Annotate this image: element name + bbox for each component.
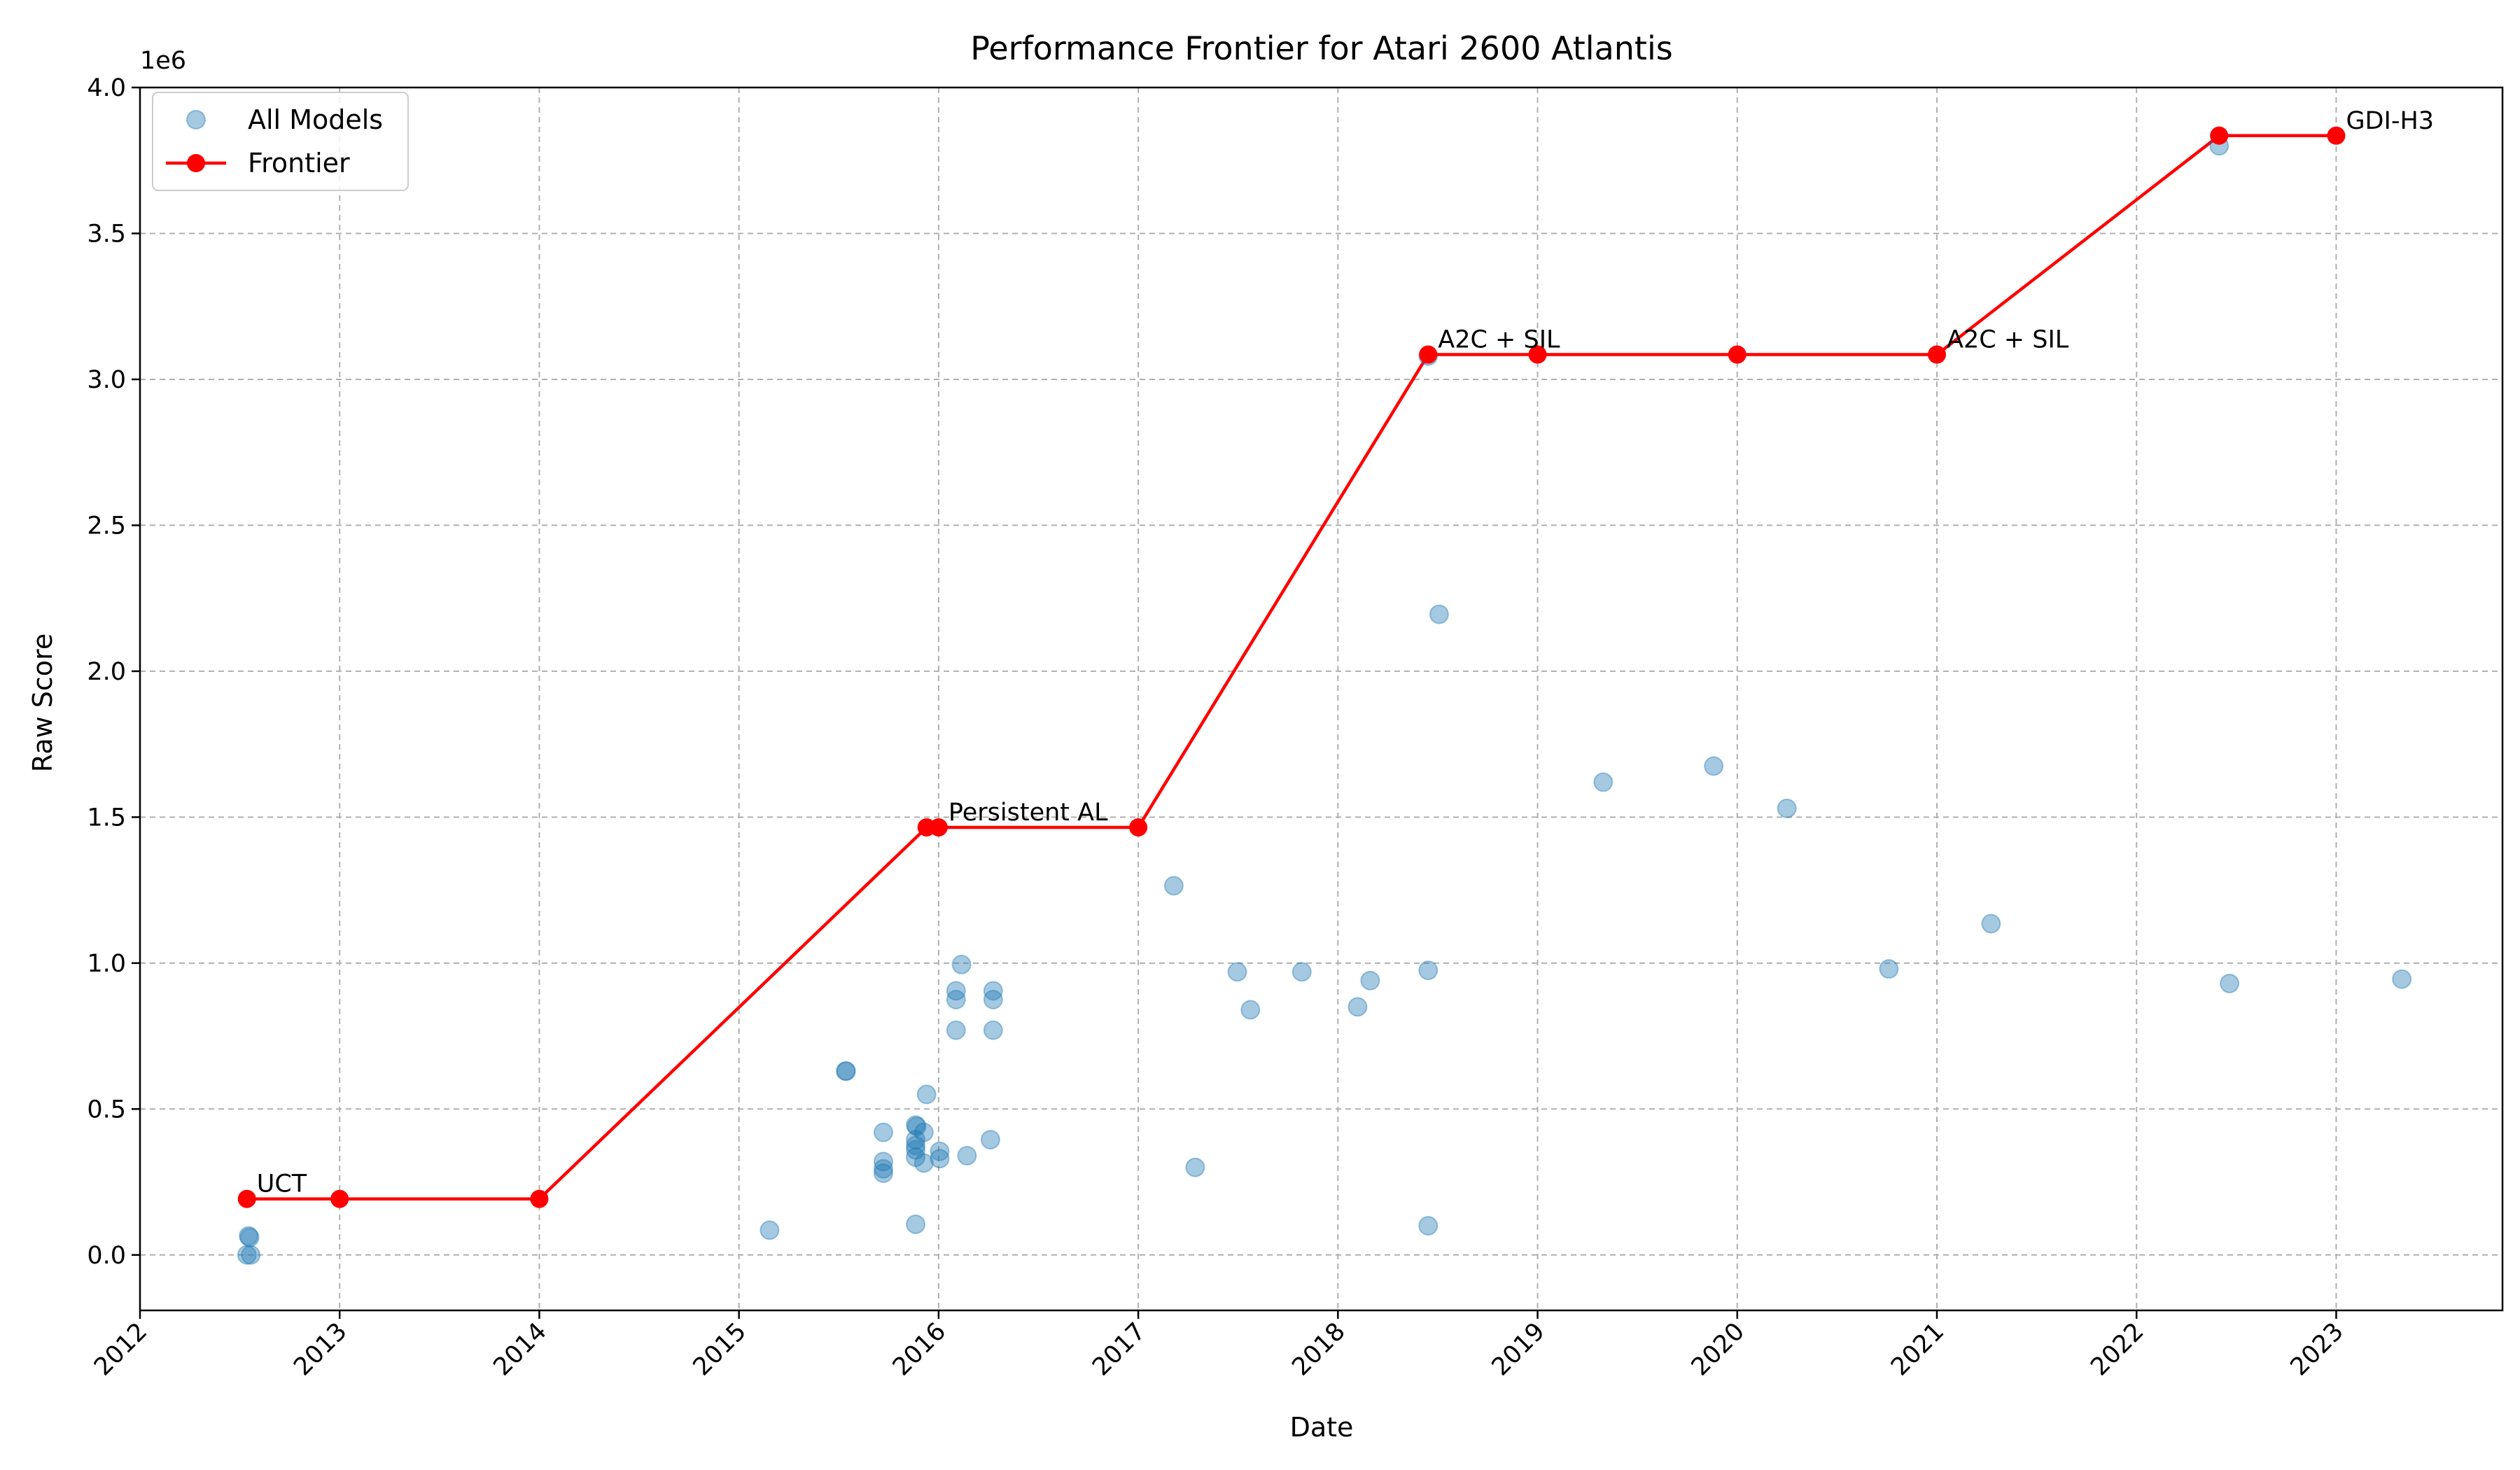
chart-title: Performance Frontier for Atari 2600 Atla… bbox=[970, 29, 1672, 67]
frontier-markers bbox=[237, 126, 2346, 1208]
all-models-point bbox=[1360, 970, 1380, 990]
all-models-point bbox=[836, 1061, 856, 1082]
all-models-point bbox=[983, 989, 1003, 1009]
all-models-point bbox=[1429, 604, 1449, 624]
all-models-point bbox=[1227, 962, 1247, 982]
frontier-point bbox=[237, 1189, 256, 1208]
all-models-point bbox=[1704, 756, 1724, 776]
frontier-point bbox=[2327, 126, 2346, 145]
y-tick-label: 0.0 bbox=[87, 1242, 126, 1270]
legend-frontier-label: Frontier bbox=[248, 148, 350, 178]
y-tick-label: 4.0 bbox=[87, 74, 126, 102]
all-models-point bbox=[946, 981, 966, 1001]
frontier-line-group bbox=[246, 134, 2337, 1200]
all-models-point bbox=[906, 1140, 926, 1160]
y-tick-label: 3.5 bbox=[87, 220, 126, 248]
all-models-point bbox=[873, 1158, 893, 1179]
all-models-point bbox=[906, 1130, 926, 1150]
all-models-point bbox=[1292, 962, 1312, 982]
all-models-point bbox=[906, 1147, 926, 1168]
all-models-point bbox=[983, 981, 1003, 1001]
all-models-point bbox=[906, 1135, 926, 1156]
y-tick-label: 1.0 bbox=[87, 950, 126, 978]
frontier-point bbox=[929, 818, 948, 836]
all-models-points bbox=[237, 136, 2412, 1265]
frontier-point bbox=[330, 1189, 349, 1208]
all-models-point bbox=[1418, 1216, 1438, 1236]
all-models-point bbox=[1981, 913, 2001, 934]
y-tick-label: 3.0 bbox=[87, 366, 126, 394]
legend: All Models Frontier bbox=[152, 92, 409, 191]
x-axis-label: Date bbox=[1290, 1412, 1354, 1443]
all-models-point bbox=[1185, 1157, 1205, 1177]
plot-frame bbox=[139, 86, 2504, 1312]
all-models-point bbox=[913, 1153, 934, 1173]
frontier-annotation: Persistent AL bbox=[948, 799, 1108, 827]
all-models-point bbox=[946, 1020, 966, 1040]
all-models-point bbox=[1348, 997, 1368, 1017]
frontier-point bbox=[1928, 345, 1947, 364]
y-axis-label: Raw Score bbox=[27, 634, 58, 772]
frontier-point bbox=[1419, 345, 1438, 364]
legend-all-models-marker bbox=[186, 110, 206, 130]
all-models-point bbox=[239, 1227, 260, 1247]
all-models-point bbox=[1240, 1000, 1261, 1020]
all-models-point bbox=[980, 1130, 1000, 1150]
y-tick-label: 2.0 bbox=[87, 658, 126, 686]
all-models-point bbox=[873, 1152, 893, 1172]
all-models-point bbox=[1593, 772, 1614, 792]
all-models-point bbox=[983, 1020, 1003, 1040]
y-tick-label: 1.5 bbox=[87, 804, 126, 832]
frontier-annotation: UCT bbox=[257, 1170, 307, 1198]
all-models-point bbox=[873, 1122, 893, 1142]
y-tick-label: 0.5 bbox=[87, 1096, 126, 1124]
annotations: UCT Persistent AL A2C + SIL A2C + SIL GDI-H3 bbox=[257, 107, 2434, 1198]
all-models-point bbox=[237, 1245, 257, 1265]
all-models-point bbox=[916, 1084, 937, 1105]
frontier-annotation: A2C + SIL bbox=[1438, 326, 1560, 354]
frontier-point bbox=[1129, 818, 1148, 836]
all-models-point bbox=[241, 1245, 261, 1265]
legend-frontier-marker bbox=[187, 154, 205, 172]
all-models-point bbox=[957, 1146, 977, 1166]
legend-all-models-label: All Models bbox=[248, 104, 383, 135]
all-models-point bbox=[930, 1149, 950, 1169]
all-models-point bbox=[836, 1061, 856, 1082]
all-models-point bbox=[1163, 876, 1184, 896]
all-models-point bbox=[906, 1214, 926, 1235]
y-tick-label: 2.5 bbox=[87, 512, 126, 540]
all-models-point bbox=[906, 1116, 927, 1137]
all-models-point bbox=[906, 1115, 926, 1135]
legend-box bbox=[152, 92, 409, 191]
all-models-point bbox=[239, 1226, 259, 1246]
frontier-annotation: GDI-H3 bbox=[2346, 107, 2434, 135]
frontier-line bbox=[246, 134, 2337, 1200]
all-models-point bbox=[873, 1163, 893, 1184]
all-models-point bbox=[951, 954, 972, 974]
frontier-annotation: A2C + SIL bbox=[1947, 326, 2069, 354]
all-models-point bbox=[1418, 960, 1438, 981]
frontier-point bbox=[2210, 126, 2229, 145]
all-models-point bbox=[946, 989, 966, 1009]
all-models-point bbox=[930, 1141, 950, 1161]
all-models-point bbox=[1879, 959, 1899, 979]
all-models-point bbox=[2220, 974, 2240, 994]
frontier-point bbox=[1528, 345, 1547, 364]
all-models-point bbox=[1777, 798, 1797, 818]
all-models-point bbox=[913, 1122, 934, 1142]
frontier-point bbox=[1728, 345, 1746, 364]
all-models-point bbox=[2392, 969, 2412, 989]
frontier-point bbox=[530, 1189, 549, 1208]
all-models-point bbox=[760, 1220, 780, 1240]
y-axis-multiplier: 1e6 bbox=[140, 47, 186, 75]
